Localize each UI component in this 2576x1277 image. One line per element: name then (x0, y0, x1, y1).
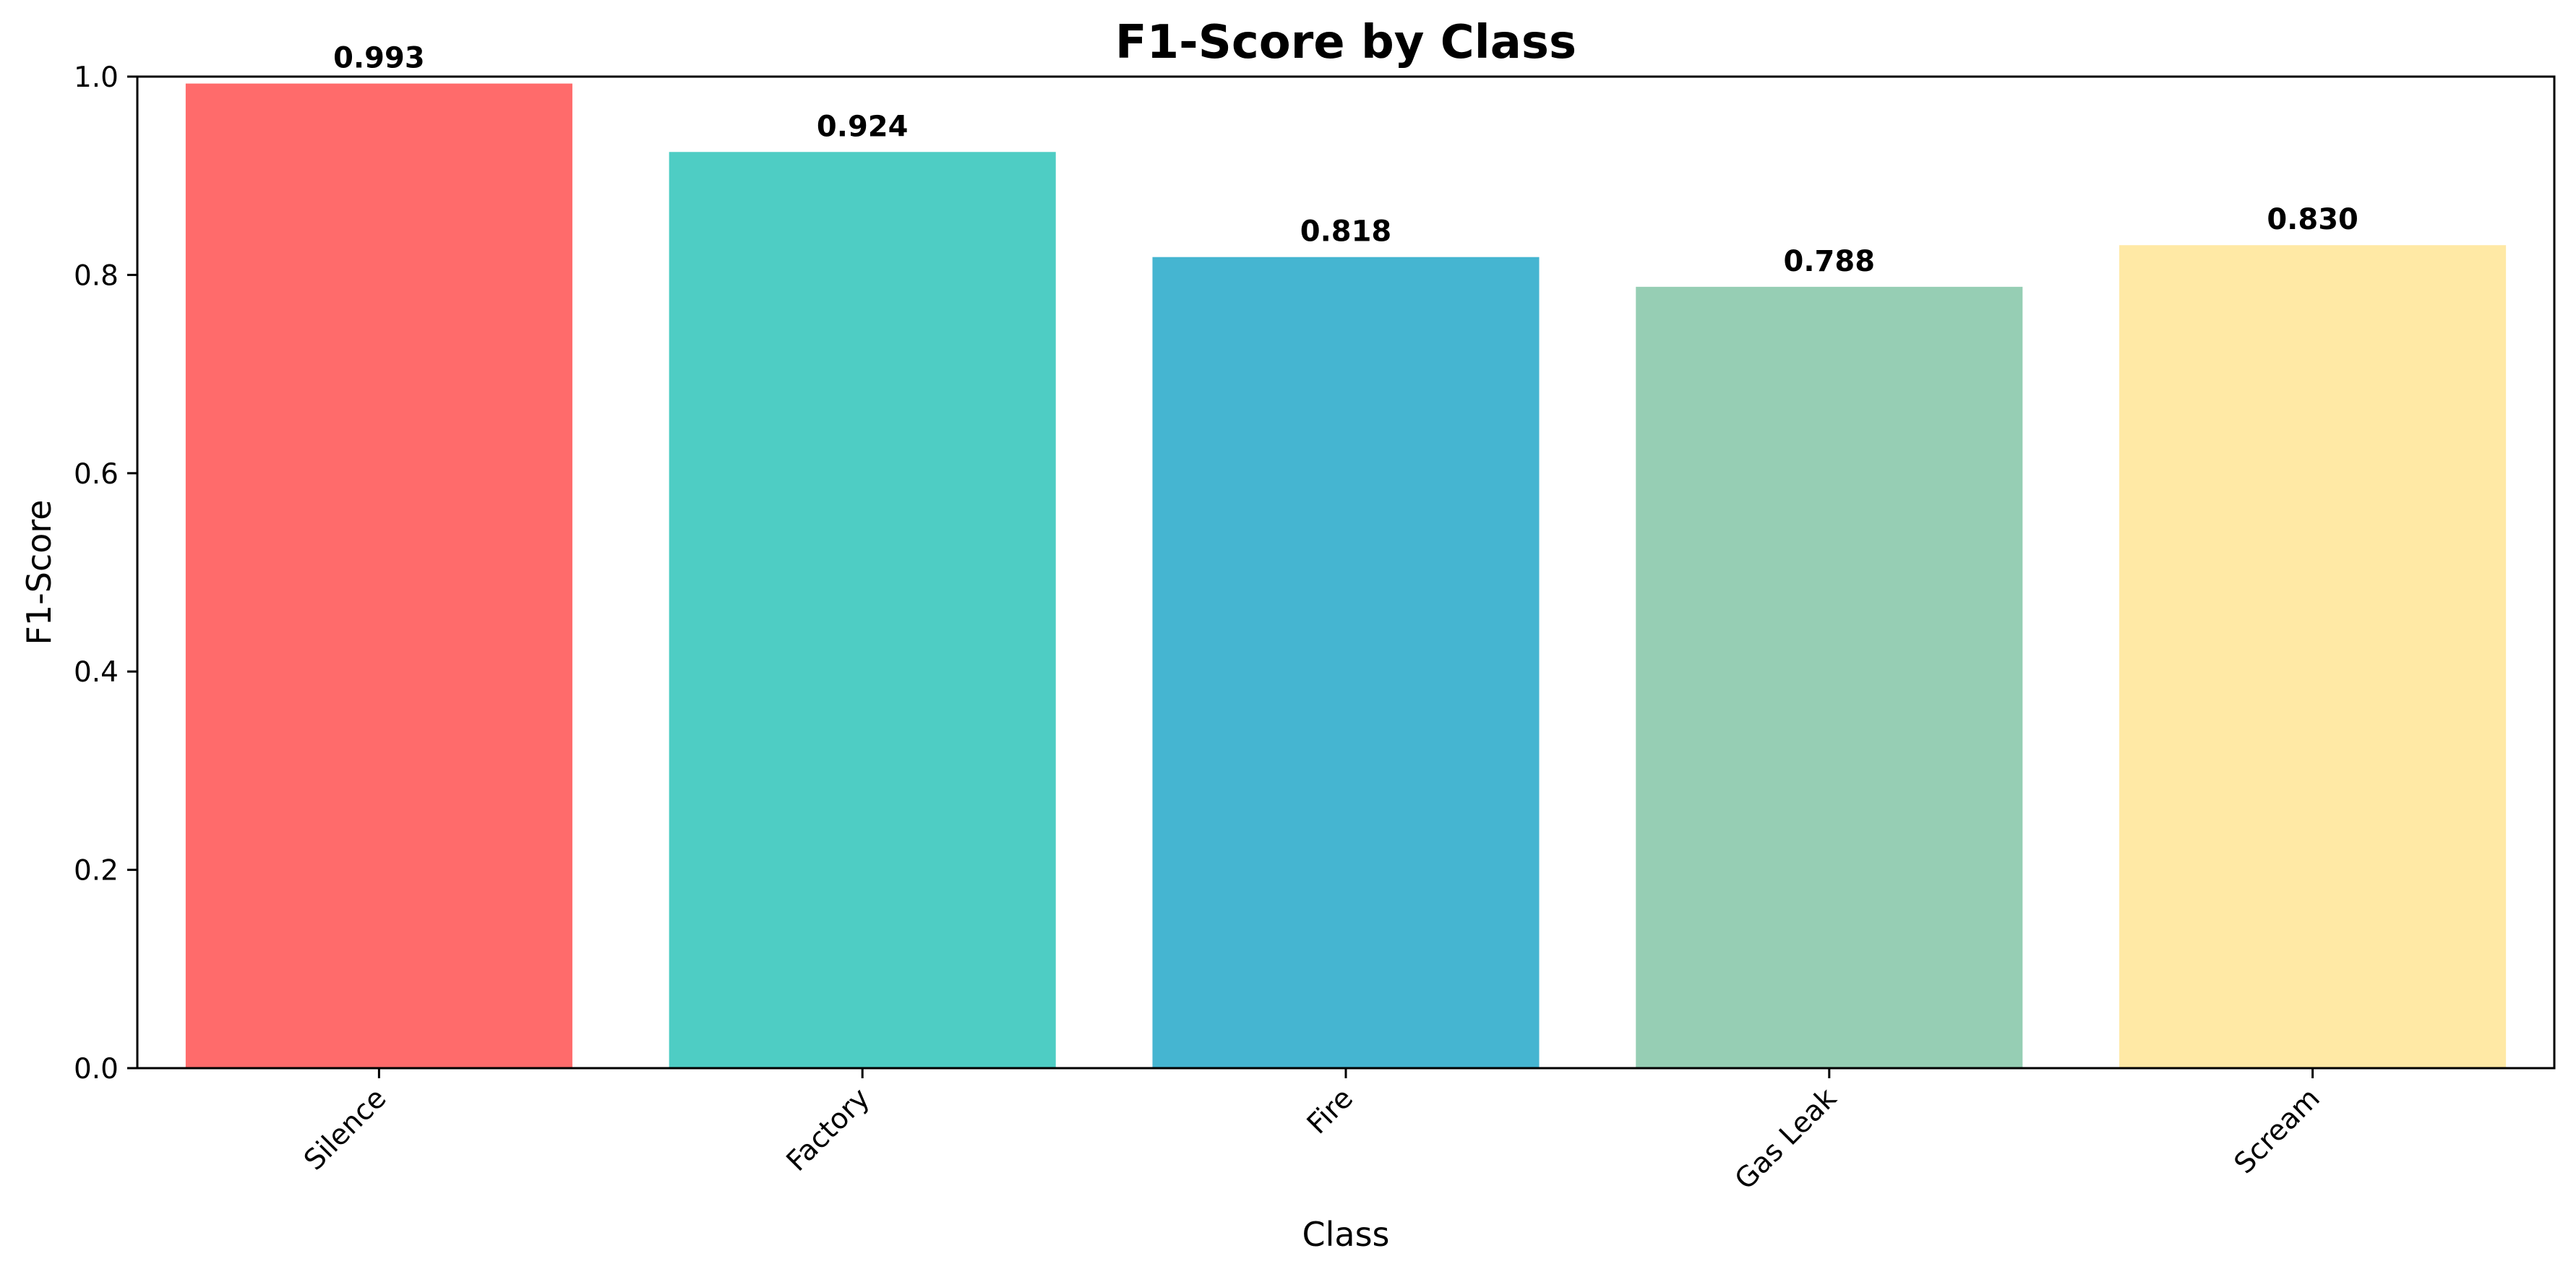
chart-title: F1-Score by Class (1115, 16, 1576, 69)
y-tick-label: 0.8 (74, 259, 119, 292)
bar-fire (1152, 257, 1540, 1069)
data-label-fire: 0.818 (1300, 215, 1392, 249)
x-tick-label-gas-leak: Gas Leak (1729, 1082, 1843, 1196)
y-tick-label: 0.4 (74, 656, 119, 689)
x-tick-label-fire: Fire (1301, 1082, 1360, 1140)
x-tick-label-factory: Factory (781, 1082, 877, 1178)
y-tick-label: 0.2 (74, 855, 119, 887)
data-label-gas-leak: 0.788 (1784, 245, 1876, 278)
x-axis-label: Class (1302, 1215, 1389, 1254)
y-tick-label: 0.0 (74, 1053, 119, 1085)
data-label-scream: 0.830 (2267, 203, 2358, 236)
bar-scream (2119, 245, 2507, 1068)
data-labels-group: 0.993 0.924 0.818 0.788 0.830 (333, 42, 2358, 278)
data-label-silence: 0.993 (333, 42, 425, 75)
bar-gas-leak (1636, 286, 2023, 1068)
bar-factory (669, 152, 1056, 1069)
y-tick-label: 0.6 (74, 458, 119, 491)
y-tick-label: 1.0 (74, 61, 119, 94)
bars-group (185, 83, 2507, 1069)
y-axis-ticks: 0.0 0.2 0.4 0.6 0.8 1.0 (74, 61, 137, 1085)
x-tick-label-silence: Silence (298, 1082, 392, 1177)
x-axis-ticks: Silence Factory Fire Gas Leak Scream (298, 1068, 2327, 1196)
data-label-factory: 0.924 (817, 110, 909, 143)
x-tick-label-scream: Scream (2228, 1082, 2327, 1180)
bar-silence (185, 83, 572, 1068)
y-axis-label: F1-Score (20, 499, 59, 645)
